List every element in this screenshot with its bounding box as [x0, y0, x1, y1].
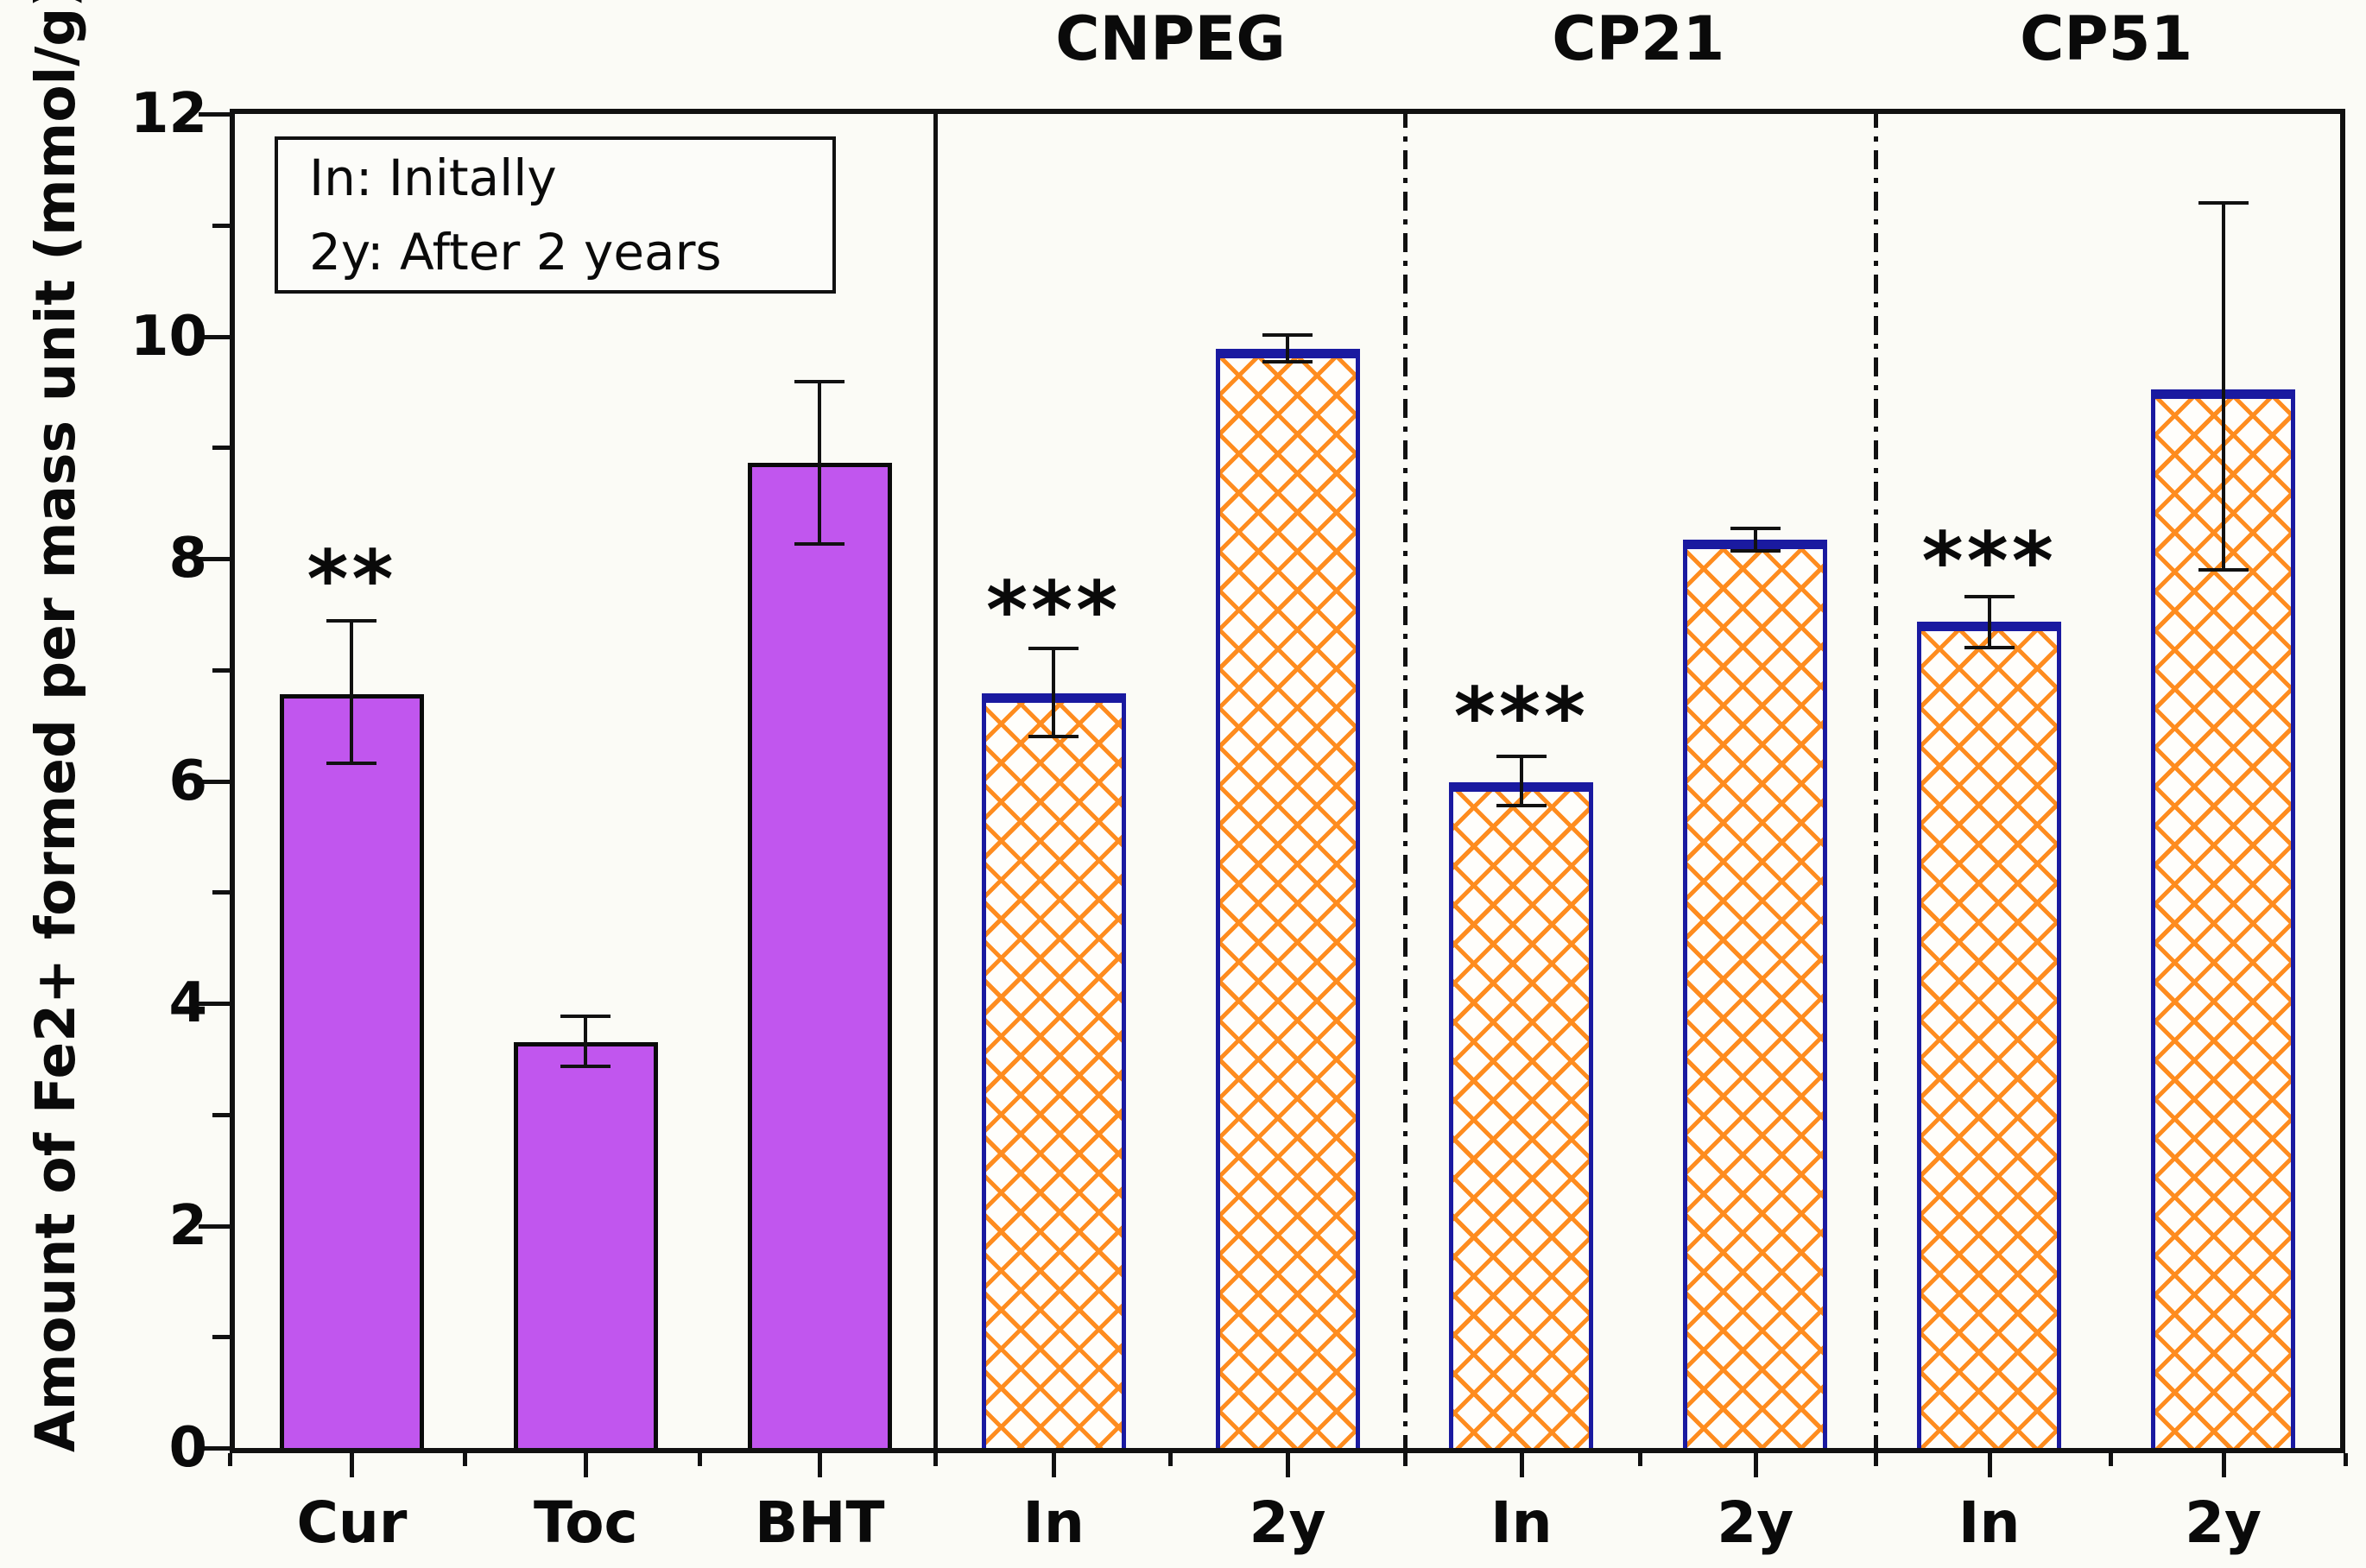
x-major-tick — [1519, 1453, 1524, 1477]
x-major-tick — [1987, 1453, 1992, 1477]
y-tick-label: 0 — [168, 1416, 207, 1480]
bar-Cur — [279, 694, 424, 1448]
x-category-label: 2y — [1249, 1489, 1326, 1556]
x-minor-tick — [228, 1453, 232, 1466]
significance-stars: *** — [1453, 670, 1590, 763]
y-tick-label: 2 — [168, 1193, 207, 1258]
error-bar-line — [350, 621, 354, 763]
y-major-tick — [199, 557, 230, 561]
error-bar-cap-bottom — [1730, 548, 1781, 553]
y-minor-tick — [212, 223, 230, 228]
error-bar-cap-top — [560, 1015, 611, 1019]
y-minor-tick — [212, 1112, 230, 1117]
x-category-label: In — [1022, 1489, 1085, 1556]
section-divider-solid — [933, 109, 938, 1453]
y-major-tick — [199, 1223, 230, 1229]
error-bar-cap-bottom — [1262, 360, 1313, 364]
error-bar-cap-top — [1730, 527, 1781, 531]
group-header-CP51: CP51 — [2020, 3, 2193, 74]
significance-stars: *** — [1921, 515, 2057, 608]
bar-CP21-2y — [1683, 540, 1828, 1448]
x-category-label: Cur — [296, 1489, 408, 1556]
error-bar-cap-bottom — [326, 761, 377, 765]
bar-CP51-In — [1917, 622, 2062, 1448]
legend-line-2y: 2y: After 2 years — [309, 223, 722, 281]
error-bar-line — [1052, 648, 1056, 737]
bar-CNPEG-2y — [1215, 348, 1360, 1448]
x-category-label: In — [1490, 1489, 1553, 1556]
x-category-label: Toc — [533, 1489, 638, 1556]
error-bar-cap-top — [794, 380, 845, 384]
x-major-tick — [1052, 1453, 1057, 1477]
x-minor-tick — [1638, 1453, 1643, 1466]
error-bar-cap-top — [1028, 647, 1079, 651]
x-major-tick — [584, 1453, 589, 1477]
x-major-tick — [818, 1453, 823, 1477]
error-bar-line — [1519, 756, 1523, 806]
y-minor-tick — [212, 667, 230, 673]
error-bar-line — [818, 382, 822, 545]
x-minor-tick — [1403, 1453, 1408, 1466]
significance-stars: ** — [307, 533, 397, 626]
error-bar-cap-top — [1262, 333, 1313, 338]
error-bar-cap-bottom — [2198, 567, 2249, 572]
y-tick-label: 6 — [168, 749, 207, 813]
y-major-tick — [199, 1002, 230, 1006]
y-major-tick — [199, 1446, 230, 1451]
x-major-tick — [2221, 1453, 2226, 1477]
y-minor-tick — [212, 446, 230, 451]
error-bar-line — [2221, 203, 2225, 570]
error-bar-cap-top — [1496, 755, 1547, 759]
x-category-label: 2y — [2185, 1489, 2262, 1556]
error-bar-cap-bottom — [794, 542, 845, 547]
error-bar-cap-bottom — [1496, 803, 1547, 807]
error-bar-line — [584, 1016, 588, 1067]
y-major-tick — [199, 334, 230, 339]
x-minor-tick — [2108, 1453, 2113, 1466]
error-bar-line — [1753, 528, 1757, 551]
y-major-tick — [199, 112, 230, 117]
section-divider-dashdot — [1873, 109, 1878, 1453]
x-minor-tick — [463, 1453, 468, 1466]
x-minor-tick — [933, 1453, 938, 1466]
y-tick-label: 4 — [168, 971, 207, 1035]
bar-CP21-In — [1449, 781, 1594, 1448]
y-minor-tick — [212, 1335, 230, 1340]
error-bar-cap-bottom — [560, 1065, 611, 1069]
x-minor-tick — [1167, 1453, 1173, 1466]
legend-line-in: In: Initally — [309, 148, 557, 207]
error-bar-cap-top — [326, 619, 377, 623]
error-bar-cap-top — [2198, 201, 2249, 205]
section-divider-dashdot — [1403, 109, 1408, 1453]
y-tick-label: 12 — [130, 82, 207, 146]
x-major-tick — [350, 1453, 355, 1477]
y-tick-label: 8 — [168, 527, 207, 591]
error-bar-cap-top — [1964, 594, 2015, 598]
bar-BHT — [747, 463, 892, 1448]
plot-area — [230, 109, 2345, 1453]
x-category-label: In — [1958, 1489, 2021, 1556]
error-bar-line — [1987, 596, 1991, 648]
group-header-CP21: CP21 — [1552, 3, 1725, 74]
legend-box: In: Initally 2y: After 2 years — [275, 136, 836, 294]
y-tick-label: 10 — [130, 304, 207, 369]
significance-stars: *** — [985, 564, 1122, 657]
bar-CNPEG-In — [981, 692, 1126, 1448]
bar-CP51-2y — [2151, 389, 2296, 1448]
x-category-label: 2y — [1717, 1489, 1794, 1556]
error-bar-line — [1286, 335, 1289, 363]
x-major-tick — [1286, 1453, 1290, 1477]
error-bar-cap-bottom — [1028, 735, 1079, 738]
y-minor-tick — [212, 890, 230, 895]
y-major-tick — [199, 779, 230, 784]
x-category-label: BHT — [754, 1489, 885, 1556]
x-minor-tick — [698, 1453, 703, 1466]
group-header-CNPEG: CNPEG — [1055, 3, 1286, 74]
x-minor-tick — [1873, 1453, 1878, 1466]
x-major-tick — [1753, 1453, 1758, 1477]
x-minor-tick — [2344, 1453, 2348, 1466]
bar-Toc — [513, 1042, 658, 1448]
error-bar-cap-bottom — [1964, 646, 2015, 649]
